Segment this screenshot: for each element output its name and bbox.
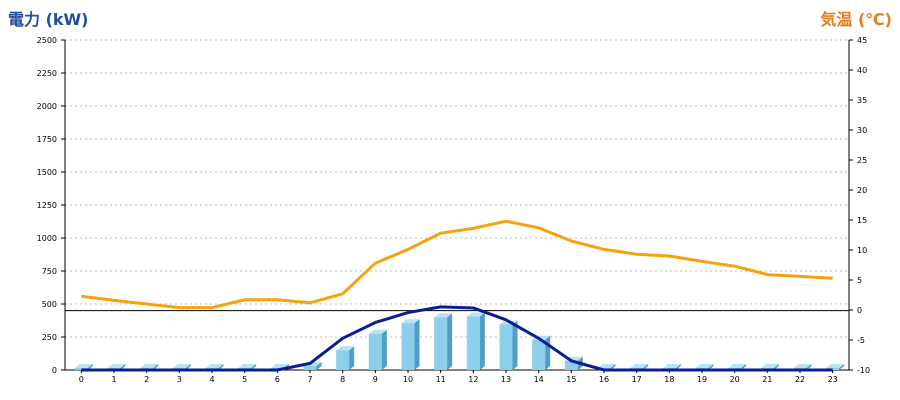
left-tick-label: 1750 [37,135,57,144]
x-tick-label: 20 [730,375,740,384]
left-tick-label: 750 [42,267,57,276]
x-tick-label: 2 [144,375,149,384]
x-tick-label: 8 [340,375,345,384]
left-tick-label: 250 [42,333,57,342]
temperature-line [81,219,833,310]
x-tick-label: 21 [762,375,772,384]
right-tick-label: -10 [857,366,870,375]
left-tick-label: 2500 [37,36,57,45]
x-tick-label: 11 [436,375,446,384]
bar [434,313,453,370]
left-tick-label: 0 [52,366,57,375]
x-tick-label: 13 [501,375,511,384]
right-tick-label: 20 [857,186,867,195]
x-tick-label: 14 [534,375,544,384]
x-tick-label: 6 [275,375,280,384]
right-tick-label: 15 [857,216,867,225]
bar [401,319,420,370]
right-tick-label: 10 [857,246,867,255]
x-tick-label: 15 [566,375,576,384]
x-tick-label: 16 [599,375,609,384]
x-tick-label: 18 [664,375,674,384]
left-axis-title: 電力 (kW) [8,10,89,29]
x-tick-label: 12 [468,375,478,384]
right-tick-label: -5 [857,336,865,345]
right-tick-label: 5 [857,276,862,285]
bar [368,329,387,370]
left-tick-label: 500 [42,300,57,309]
x-tick-label: 10 [403,375,413,384]
x-tick-label: 4 [209,375,214,384]
left-tick-label: 1250 [37,201,57,210]
bar [466,312,485,370]
right-tick-label: 30 [857,126,867,135]
bar [499,320,518,370]
right-tick-label: 25 [857,156,867,165]
x-tick-label: 9 [373,375,378,384]
left-tick-label: 1500 [37,168,57,177]
x-tick-label: 19 [697,375,707,384]
x-tick-label: 0 [79,375,84,384]
x-tick-label: 3 [177,375,182,384]
right-tick-label: 40 [857,66,867,75]
power-line [81,305,833,372]
bar [336,346,355,370]
left-tick-label: 1000 [37,234,57,243]
x-tick-label: 7 [307,375,312,384]
left-tick-label: 2000 [37,102,57,111]
x-tick-label: 17 [632,375,642,384]
x-tick-label: 23 [828,375,838,384]
left-tick-label: 2250 [37,69,57,78]
right-axis-title: 気温 (℃) [820,10,892,29]
right-tick-label: 45 [857,36,867,45]
x-tick-label: 5 [242,375,247,384]
right-tick-label: 0 [857,306,862,315]
x-tick-label: 1 [111,375,116,384]
right-tick-label: 35 [857,96,867,105]
x-tick-label: 22 [795,375,805,384]
